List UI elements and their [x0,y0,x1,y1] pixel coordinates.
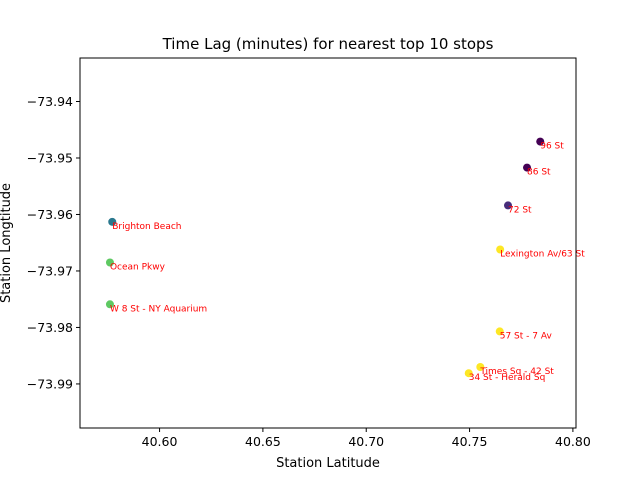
data-point [105,300,114,309]
data-point [495,327,504,336]
data-point [476,362,485,371]
point-annotation: Brighton Beach [112,222,181,232]
point-annotation: Lexington Av/63 St [500,249,585,259]
y-tick-label: −73.95 [27,150,73,165]
y-axis-label: Station Longtitude [0,183,14,303]
chart-title: Time Lag (minutes) for nearest top 10 st… [162,35,494,53]
x-tick-label: 40.80 [555,434,591,449]
point-annotation: 57 St - 7 Av [500,331,553,341]
y-tick-label: −73.99 [27,376,73,391]
data-point [108,217,117,226]
data-point [105,258,114,267]
data-point [504,201,513,210]
x-tick-label: 40.65 [245,434,281,449]
x-tick-label: 40.70 [348,434,384,449]
point-annotation: Ocean Pkwy [110,262,166,272]
point-annotation: 72 St [508,205,532,215]
y-tick-label: −73.96 [27,207,73,222]
x-axis-ticks: 40.60 40.65 40.70 40.75 40.80 [142,428,591,449]
x-tick-label: 40.60 [142,434,178,449]
x-tick-label: 40.75 [452,434,488,449]
point-annotations: 96 St 86 St 72 St Brighton Beach Lexington A… [110,142,585,384]
plot-area-frame [79,57,577,429]
point-annotation: 34 St - Herald Sq [469,373,546,383]
y-tick-label: −73.97 [27,263,73,278]
y-tick-label: −73.98 [27,320,73,335]
data-point [496,245,505,254]
data-point [523,163,532,172]
point-annotation: W 8 St - NY Aquarium [110,304,207,314]
y-tick-label: −73.94 [27,94,73,109]
point-annotation: 96 St [540,142,564,152]
y-axis-ticks: −73.94 −73.95 −73.96 −73.97 −73.98 −73.99 [27,94,80,391]
data-point [464,369,473,378]
point-annotation: Times Sq - 42 St [479,367,554,377]
data-points [105,137,545,378]
point-annotation: 86 St [527,168,551,178]
data-point [536,137,545,146]
x-axis-label: Station Latitude [276,456,380,471]
